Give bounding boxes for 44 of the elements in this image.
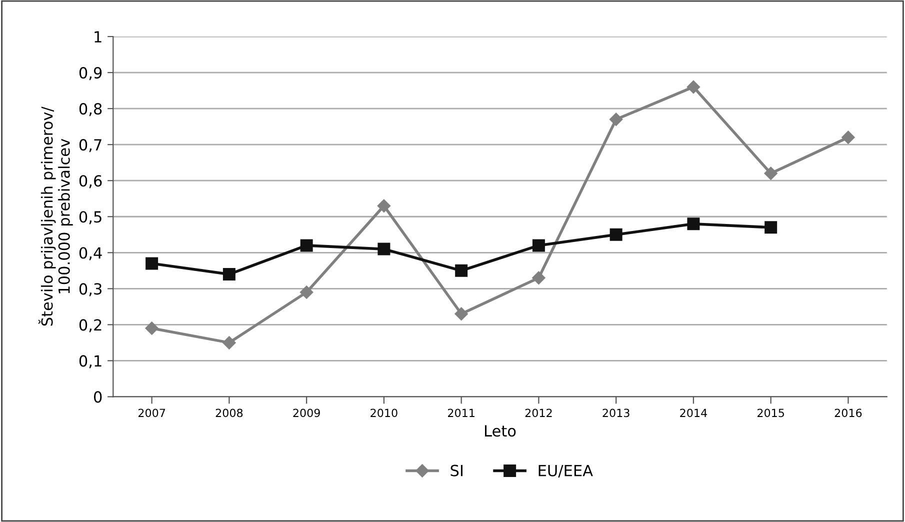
y-tick-label: 0,1 — [79, 355, 102, 368]
point — [842, 130, 855, 144]
y-tick-label: 1 — [94, 31, 102, 42]
point — [609, 112, 623, 126]
point — [532, 239, 545, 252]
y-tick-label: 0,4 — [79, 247, 102, 260]
y-tick-label: 0,6 — [79, 175, 102, 188]
point — [764, 166, 778, 180]
point — [222, 268, 236, 281]
y-tick-label: 0,9 — [79, 67, 102, 80]
point — [764, 221, 778, 234]
point — [146, 257, 158, 270]
x-tick-label: 2010 — [370, 408, 398, 418]
x-tick-label: 2009 — [293, 408, 320, 418]
y-tick-label: 0,8 — [79, 103, 102, 116]
point — [222, 336, 236, 350]
legend-label: SI — [450, 464, 462, 476]
x-tick-label: 2012 — [525, 408, 552, 418]
x-tick-label: 2014 — [680, 408, 707, 418]
point — [686, 80, 700, 94]
point — [300, 286, 314, 299]
y-axis-title: Število prijavljenih primerov/ 100.000 prebivalcev — [38, 106, 73, 326]
point — [378, 242, 390, 256]
point — [377, 199, 391, 212]
y-tick-label: 0,7 — [79, 139, 102, 152]
point — [532, 271, 546, 284]
y-tick-label: 0,2 — [79, 319, 102, 332]
x-tick-label: 2011 — [448, 408, 474, 418]
point — [455, 264, 468, 277]
x-tick-label: 2015 — [758, 408, 784, 418]
y-tick-label: 0,5 — [79, 211, 102, 224]
y-tick-label: 0 — [94, 391, 102, 403]
point — [687, 218, 700, 230]
x-tick-label: 2013 — [602, 408, 630, 418]
point — [454, 307, 468, 320]
point — [300, 239, 313, 252]
point — [610, 228, 622, 241]
x-tick-label: 2016 — [834, 408, 862, 418]
y-tick-label: 0,3 — [79, 283, 102, 296]
legend-label: EU/EEA — [538, 464, 593, 478]
x-tick-label: 2007 — [138, 408, 165, 418]
x-tick-label: 2008 — [216, 408, 243, 418]
point — [145, 322, 158, 335]
x-axis-title: Leto — [485, 425, 516, 437]
